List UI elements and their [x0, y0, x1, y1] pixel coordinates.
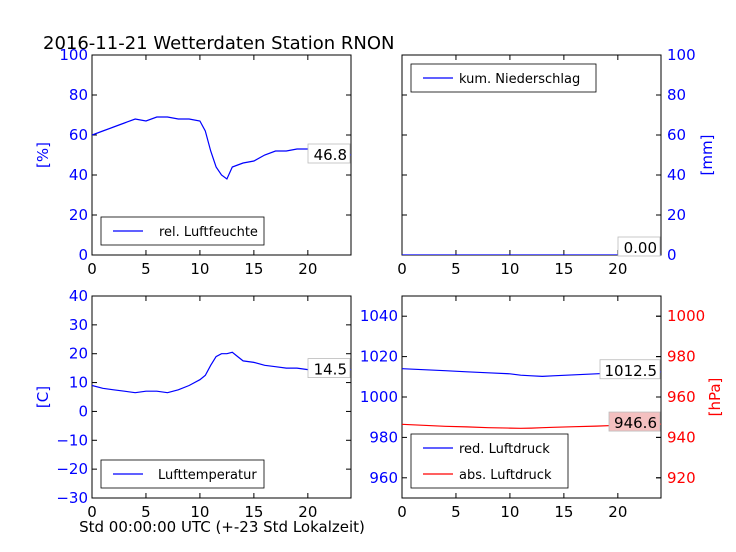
- chart-panel-precip: 0 5 10 15 20 0 20 40 60 80 100 [mm] 0.00 kum. Nieders…: [397, 46, 716, 278]
- y-tick-label-right: 980: [667, 348, 696, 366]
- y-tick-label-right: 80: [667, 86, 686, 104]
- x-tick-label: 10: [190, 503, 209, 521]
- last-value-label-right-box: [608, 411, 661, 432]
- y-tick-label: 40: [69, 287, 88, 305]
- y-tick-label: 1040: [360, 307, 398, 325]
- x-tick-label: 15: [244, 503, 263, 521]
- figure-title: 2016-11-21 Wetterdaten Station RNON: [43, 33, 394, 54]
- axes-frame: [91, 295, 352, 499]
- x-tick-label: 5: [141, 503, 151, 521]
- chart-panel-pressure: 0 5 10 15 20 960 980 1000 1020 1040 920 940 960 980 10…: [360, 295, 724, 521]
- y-tick-label: 100: [59, 46, 88, 64]
- y-tick-label: 60: [69, 126, 88, 144]
- y-tick-label: 0: [78, 246, 88, 264]
- x-tick-label: 0: [397, 260, 407, 278]
- series-line: [92, 116, 351, 180]
- x-tick-label: 10: [500, 260, 519, 278]
- y-axis-label: [hPa]: [706, 378, 724, 417]
- y-tick-label-right: 0: [667, 246, 677, 264]
- x-tick-label: 5: [451, 503, 461, 521]
- y-tick-label: 0: [78, 402, 88, 420]
- x-tick-label: 0: [87, 260, 97, 278]
- last-value-label: 0.00: [624, 239, 657, 257]
- x-axis-label: Std 00:00:00 UTC (+-23 Std Lokalzeit): [79, 518, 365, 536]
- y-tick-label-right: 960: [667, 388, 696, 406]
- y-tick-label-right: 20: [667, 206, 686, 224]
- y-tick-label: 20: [69, 206, 88, 224]
- last-value-label-left-box: [599, 359, 661, 380]
- legend-label: red. Luftdruck: [459, 442, 550, 457]
- last-value-label-box: [307, 358, 351, 378]
- y-tick-label-right: 40: [667, 166, 686, 184]
- legend-label: Lufttemperatur: [158, 468, 257, 483]
- x-tick-label: 20: [298, 260, 317, 278]
- x-tick-label: 0: [397, 503, 407, 521]
- y-tick-label: 40: [69, 166, 88, 184]
- last-value-label-box: [617, 236, 661, 257]
- legend-label: kum. Niederschlag: [459, 72, 580, 87]
- y-tick-label: 1000: [360, 388, 398, 406]
- y-tick-label-right: 100: [667, 46, 696, 64]
- last-value-label-right: 946.6: [614, 414, 657, 432]
- legend-box: [410, 433, 569, 489]
- x-tick-label: 5: [451, 260, 461, 278]
- y-tick-label-right: 920: [667, 469, 696, 487]
- legend-label: abs. Luftdruck: [459, 468, 552, 483]
- y-tick-label: −30: [56, 489, 88, 507]
- x-tick-label: 20: [608, 503, 627, 521]
- x-tick-label: 10: [190, 260, 209, 278]
- x-tick-label: 10: [500, 503, 519, 521]
- y-tick-label-right: 940: [667, 428, 696, 446]
- y-tick-label-right: 60: [667, 126, 686, 144]
- chart-panel-temperature: 0 5 10 15 20 −30 −20 −10 0 10 20 30 40 [C] 14.5 Lufttem…: [34, 287, 352, 521]
- x-tick-label: 15: [554, 260, 573, 278]
- y-axis-label: [mm]: [698, 135, 716, 176]
- x-tick-label: 20: [298, 503, 317, 521]
- x-tick-label: 0: [87, 503, 97, 521]
- last-value-label: 46.8: [314, 146, 347, 164]
- y-tick-label: 10: [69, 374, 88, 392]
- last-value-label-left: 1012.5: [605, 362, 658, 380]
- y-tick-label: 80: [69, 86, 88, 104]
- series-line: [92, 351, 351, 394]
- last-value-label-box: [307, 143, 351, 164]
- y-tick-label: 1020: [360, 348, 398, 366]
- x-tick-label: 20: [608, 260, 627, 278]
- y-axis-label: [%]: [34, 142, 52, 168]
- y-tick-label: 30: [69, 316, 88, 334]
- y-tick-label: 20: [69, 345, 88, 363]
- last-value-label: 14.5: [314, 361, 347, 379]
- chart-panel-humidity: 0 5 10 15 20 0 20 40 60 80 100 [%] 46.8 rel. Luftfeuc…: [34, 46, 352, 278]
- x-tick-label: 15: [554, 503, 573, 521]
- y-tick-label: 980: [369, 428, 398, 446]
- y-tick-label: −10: [56, 431, 88, 449]
- legend-box: [100, 216, 265, 246]
- x-tick-label: 5: [141, 260, 151, 278]
- y-axis-label: [C]: [34, 386, 52, 408]
- y-tick-label: 960: [369, 469, 398, 487]
- legend-label: rel. Luftfeuchte: [159, 225, 258, 240]
- x-tick-label: 15: [244, 260, 263, 278]
- y-tick-label: −20: [56, 460, 88, 478]
- y-tick-label-right: 1000: [667, 307, 705, 325]
